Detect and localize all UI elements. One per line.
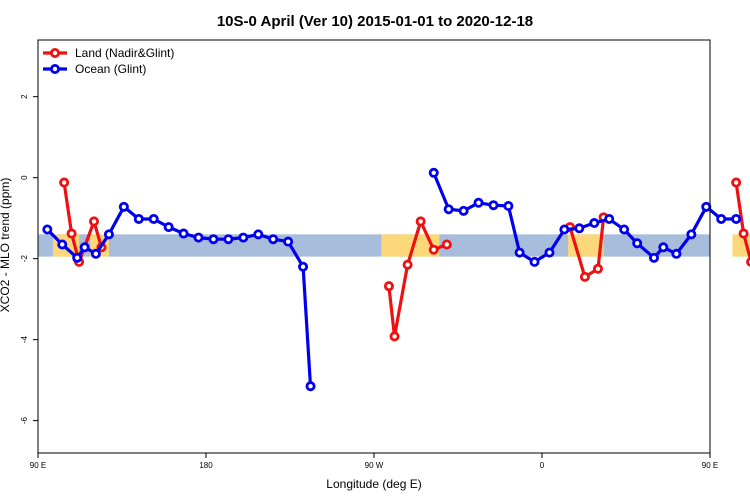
data-point	[458, 205, 469, 216]
y-axis-label: XCO2 - MLO trend (ppm)	[0, 178, 12, 313]
y-tick-label: -4	[20, 336, 29, 344]
data-point	[701, 201, 712, 212]
data-point	[163, 222, 174, 233]
data-point	[441, 239, 452, 250]
data-point	[574, 223, 585, 234]
x-tick-label: 90 E	[702, 461, 718, 470]
data-point	[253, 229, 264, 240]
data-point	[79, 242, 90, 253]
data-point	[402, 259, 413, 270]
data-point	[208, 234, 219, 245]
band-ocean	[38, 234, 710, 257]
data-point	[746, 257, 750, 267]
x-tick-label: 0	[540, 461, 545, 470]
data-point	[671, 248, 682, 259]
x-axis: 90 E 180 90 W 0 90 E	[30, 453, 718, 470]
data-point	[305, 381, 316, 392]
series-line	[734, 182, 750, 264]
data-point	[298, 261, 309, 272]
series-line	[568, 217, 606, 279]
data-point	[415, 216, 426, 227]
data-point	[604, 213, 615, 224]
data-point	[632, 238, 643, 249]
series-land-nadir-glint	[59, 177, 750, 342]
data-point	[529, 256, 540, 267]
y-tick-label: 2	[20, 94, 29, 99]
data-point	[658, 242, 669, 253]
data-point	[383, 281, 394, 292]
data-point	[89, 216, 100, 227]
data-point	[389, 331, 400, 342]
data-point	[103, 229, 114, 240]
x-tick-label: 180	[199, 461, 213, 470]
legend-marker	[50, 48, 61, 59]
chart-title: 10S-0 April (Ver 10) 2015-01-01 to 2020-…	[217, 13, 533, 30]
y-tick-label: -6	[20, 417, 29, 425]
data-point	[72, 252, 83, 263]
legend-marker	[50, 64, 61, 75]
data-point	[731, 213, 742, 224]
data-point	[148, 213, 159, 224]
data-point	[589, 218, 600, 229]
data-point	[503, 201, 514, 212]
data-point	[593, 263, 604, 274]
data-point	[473, 197, 484, 208]
data-point	[66, 228, 77, 239]
y-axis: 2 0 -2 -4 -6	[20, 94, 38, 424]
legend-label: Land (Nadir&Glint)	[75, 46, 174, 60]
data-point	[428, 244, 439, 255]
x-axis-label: Longitude (deg E)	[326, 477, 421, 491]
x-tick-label: 90 W	[365, 461, 384, 470]
y-tick-label: -2	[20, 255, 29, 263]
data-point	[238, 232, 249, 243]
data-point	[223, 234, 234, 245]
data-point	[443, 204, 454, 215]
data-point	[90, 248, 101, 259]
data-point	[283, 236, 294, 247]
legend: Land (Nadir&Glint) Ocean (Glint)	[43, 46, 174, 76]
data-point	[428, 167, 439, 178]
x-tick-label: 90 E	[30, 461, 46, 470]
legend-label: Ocean (Glint)	[75, 62, 146, 76]
data-point	[738, 228, 749, 239]
data-point	[686, 229, 697, 240]
data-point	[268, 234, 279, 245]
series-line	[432, 172, 737, 264]
data-point	[42, 224, 53, 235]
data-point	[731, 177, 742, 188]
data-point	[57, 239, 68, 250]
data-point	[649, 252, 660, 263]
data-point	[514, 247, 525, 258]
data-point	[619, 224, 630, 235]
data-point	[118, 201, 129, 212]
data-point	[59, 177, 70, 188]
data-point	[133, 213, 144, 224]
series-ocean-glint	[42, 167, 742, 392]
series-layer	[42, 167, 750, 392]
band-land-patch	[381, 234, 440, 257]
data-point	[178, 228, 189, 239]
data-point	[193, 232, 204, 243]
y-tick-label: 0	[20, 175, 29, 180]
data-point	[579, 271, 590, 282]
data-point	[716, 213, 727, 224]
data-point	[559, 224, 570, 235]
data-point	[544, 247, 555, 258]
reference-band	[38, 234, 750, 257]
data-point	[488, 200, 499, 211]
